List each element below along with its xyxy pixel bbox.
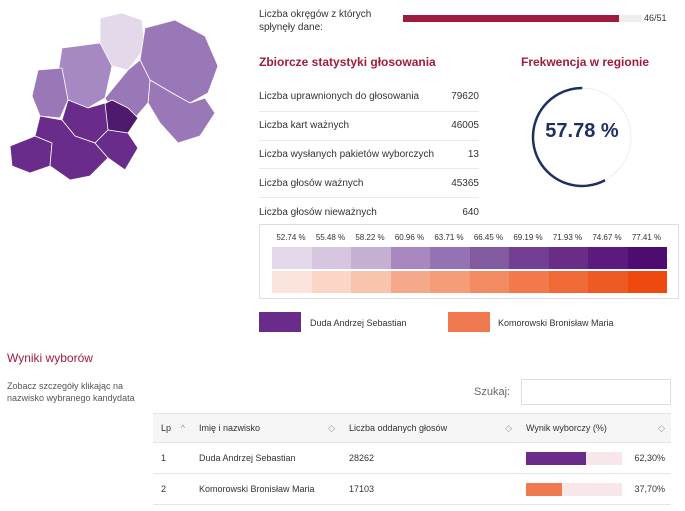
scale-swatch-purple: [351, 247, 391, 269]
search-label: Szukaj:: [474, 386, 511, 398]
turnout-value: 57.78 %: [545, 120, 619, 142]
stat-value: 79620: [451, 91, 479, 103]
stat-row: Liczba głosów ważnych 45365: [259, 169, 479, 199]
color-scale: 52.74 % 55.48 % 58.22 % 60.96 % 63.71 % 66.45…: [259, 224, 679, 299]
scale-label: 63.71 %: [434, 233, 464, 242]
scale-swatch-orange: [588, 271, 628, 293]
scale-swatch-orange: [469, 271, 509, 293]
result-percent: 37,70%: [634, 484, 665, 494]
cell-votes: 28262: [349, 453, 375, 463]
scale-swatch-orange: [548, 271, 588, 293]
legend-swatch-komorowski: [448, 312, 490, 332]
scale-swatch-orange: [627, 271, 667, 293]
districts-progress-label: Liczba okręgów z których spłynęły dane:: [259, 9, 372, 33]
scale-swatch-orange: [351, 271, 391, 293]
cell-candidate-name[interactable]: Komorowski Bronisław Maria: [199, 484, 315, 494]
cell-lp: 1: [161, 453, 167, 463]
cell-lp: 2: [161, 484, 167, 494]
scale-swatch-purple: [390, 247, 430, 269]
scale-label: 69.19 %: [513, 233, 543, 242]
results-hint: Zobacz szczegóły klikając na nazwisko wy…: [7, 381, 135, 403]
scale-swatch-purple: [588, 247, 628, 269]
scale-swatch-purple: [272, 247, 312, 269]
cell-result: 37,70%: [518, 482, 671, 496]
scale-swatch-orange: [509, 271, 549, 293]
turnout-ring: [531, 86, 633, 188]
districts-progress-bar: [403, 15, 642, 22]
map-district[interactable]: [147, 79, 216, 144]
sort-both-icon: ◇: [328, 422, 335, 433]
result-bar-fill: [526, 451, 586, 465]
scale-swatch-orange: [430, 271, 470, 293]
stat-row: Liczba kart ważnych 46005: [259, 112, 479, 141]
map-district[interactable]: [9, 135, 53, 174]
legend-label-komorowski: Komorowski Bronisław Maria: [498, 318, 614, 328]
region-map[interactable]: [0, 8, 225, 193]
stat-label: Liczba uprawnionych do głosowania: [259, 91, 420, 103]
scale-swatch-purple: [311, 247, 351, 269]
scale-swatch-purple: [469, 247, 509, 269]
scale-label: 66.45 %: [473, 233, 504, 242]
scale-swatch-orange: [272, 271, 312, 293]
table-row[interactable]: 2 Komorowski Bronisław Maria 17103 37,70%: [153, 474, 671, 505]
cell-result: 62,30%: [518, 451, 671, 465]
results-title: Wyniki wyborów: [7, 351, 93, 365]
result-bar-fill: [526, 482, 563, 496]
scale-label: 74.67 %: [592, 233, 622, 242]
scale-swatch-orange: [311, 271, 351, 293]
sort-both-icon: ◇: [505, 422, 512, 433]
scale-swatch-orange: [390, 271, 430, 293]
stats-list: Liczba uprawnionych do głosowania 79620 Li…: [259, 83, 479, 226]
results-table: Lp ^ Imię i nazwisko ◇ Liczba oddanych gło…: [153, 413, 671, 505]
map-district[interactable]: [94, 129, 139, 171]
table-row[interactable]: 1 Duda Andrzej Sebastian 28262 62,30%: [153, 443, 671, 474]
scale-label: 52.74 %: [276, 233, 306, 242]
scale-label: 77.41 %: [631, 233, 662, 242]
districts-progress-fill: [403, 15, 619, 22]
map-district[interactable]: [31, 67, 69, 119]
scale-swatch-purple: [509, 247, 549, 269]
stat-value: 46005: [451, 120, 479, 132]
cell-candidate-name[interactable]: Duda Andrzej Sebastian: [199, 453, 296, 463]
legend-label-duda: Duda Andrzej Sebastian: [310, 318, 407, 328]
scale-label: 58.22 %: [355, 233, 385, 242]
stat-value: 45365: [451, 177, 479, 189]
search-input[interactable]: [521, 379, 671, 405]
column-header-result[interactable]: Wynik wyborczy (%) ◇: [526, 422, 665, 434]
scale-swatch-purple: [627, 247, 667, 269]
table-header: Lp ^ Imię i nazwisko ◇ Liczba oddanych gło…: [153, 413, 671, 443]
stat-label: Liczba kart ważnych: [259, 120, 350, 132]
result-bar-track: [526, 451, 622, 465]
stat-row: Liczba uprawnionych do głosowania 79620: [259, 83, 479, 112]
stat-value: 13: [467, 148, 479, 160]
stat-row: Liczba wysłanych pakietów wyborczych 13: [259, 141, 479, 170]
districts-progress-count: 46/51: [644, 13, 667, 23]
scale-label: 71.93 %: [552, 233, 583, 242]
scale-label: 60.96 %: [394, 233, 425, 242]
turnout-title: Frekwencja w regionie: [521, 55, 650, 69]
result-percent: 62,30%: [634, 453, 665, 463]
stats-title: Zbiorcze statystyki głosowania: [259, 55, 436, 69]
column-header-lp[interactable]: Lp ^: [161, 423, 185, 433]
scale-swatch-purple: [548, 247, 588, 269]
cell-votes: 17103: [349, 484, 375, 494]
result-bar-track: [526, 482, 622, 496]
column-header-name[interactable]: Imię i nazwisko ◇: [199, 422, 335, 433]
stat-value: 640: [462, 206, 479, 218]
turnout-arc: [531, 86, 633, 188]
stat-label: Liczba głosów nieważnych: [259, 206, 377, 218]
sort-asc-icon: ^: [180, 423, 185, 433]
sort-both-icon: ◇: [658, 422, 665, 433]
map-district[interactable]: [34, 115, 109, 181]
stat-label: Liczba wysłanych pakietów wyborczych: [259, 148, 435, 160]
table-body: 1 Duda Andrzej Sebastian 28262 62,30% 2 Komor…: [153, 443, 671, 505]
stat-label: Liczba głosów ważnych: [259, 177, 364, 189]
column-header-votes[interactable]: Liczba oddanych głosów ◇: [349, 422, 512, 433]
legend-swatch-duda: [259, 312, 301, 332]
stat-row: Liczba głosów nieważnych 640: [259, 198, 479, 226]
scale-swatch-purple: [430, 247, 470, 269]
scale-label: 55.48 %: [315, 233, 346, 242]
